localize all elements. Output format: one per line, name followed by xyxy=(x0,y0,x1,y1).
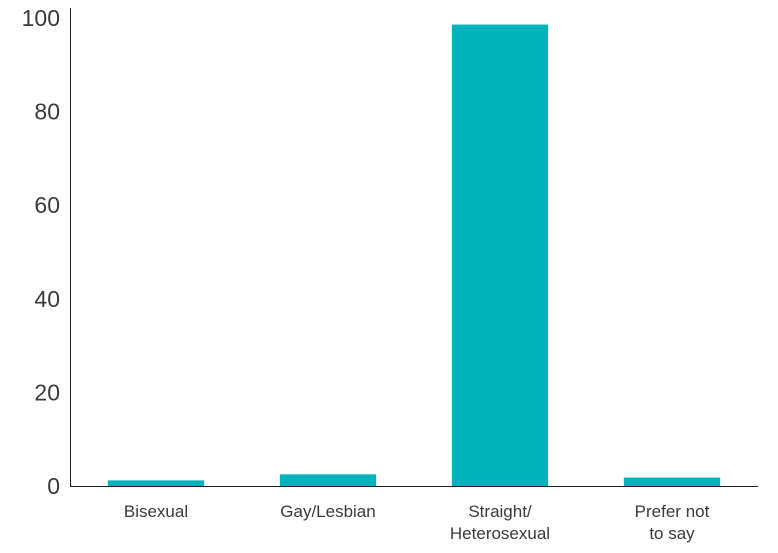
x-category-label-line: to say xyxy=(649,524,695,543)
bar xyxy=(451,24,549,486)
x-category-label-line: Gay/Lesbian xyxy=(280,502,375,521)
bar xyxy=(279,474,377,486)
x-category-label-line: Bisexual xyxy=(124,502,188,521)
y-tick-label: 80 xyxy=(34,99,60,125)
y-tick-label: 0 xyxy=(47,473,60,499)
bars xyxy=(107,24,721,486)
y-tick-label: 60 xyxy=(34,192,60,218)
x-category-label-line: Straight/ xyxy=(468,502,532,521)
x-category-label: Gay/Lesbian xyxy=(280,502,375,521)
x-category-label-line: Heterosexual xyxy=(450,524,550,543)
x-category-label: Prefer not to say xyxy=(635,502,710,543)
x-category-label-line: Prefer not xyxy=(635,502,710,521)
y-tick-label: 100 xyxy=(22,5,60,31)
x-category-label: Bisexual xyxy=(124,502,188,521)
x-axis: Bisexual Gay/Lesbian Straight/Heterosexual… xyxy=(70,486,758,543)
y-tick-label: 20 xyxy=(34,379,60,405)
x-category-label: Straight/Heterosexual xyxy=(450,502,550,543)
y-tick-label: 40 xyxy=(34,286,60,312)
y-axis: 0 20 40 60 80 100 xyxy=(22,5,71,499)
bar xyxy=(623,477,721,486)
bar xyxy=(107,480,205,486)
